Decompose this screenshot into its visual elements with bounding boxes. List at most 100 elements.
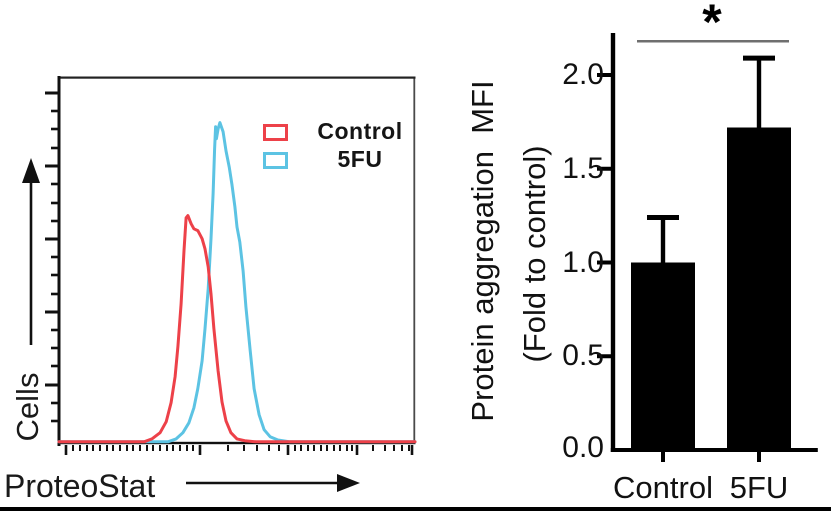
flow-y-major-tick	[45, 164, 58, 168]
bar-ytick-2.0: 2.0	[562, 58, 604, 91]
flow-x-minor-tick	[159, 445, 161, 451]
flow-x-minor-tick	[112, 445, 114, 451]
flow-x-major-tick	[355, 445, 359, 455]
flow-x-minor-tick	[172, 445, 174, 451]
flow-x-minor-tick	[333, 445, 335, 451]
bar-ytick-0.5: 0.5	[562, 339, 604, 372]
flow-y-minor-tick	[51, 201, 58, 205]
cells-axis-arrow-icon	[22, 158, 40, 183]
flow-x-minor-tick	[268, 445, 270, 451]
bar-x-tick	[757, 452, 761, 462]
flow-x-minor-tick	[401, 445, 403, 451]
flow-legend-label-5fu: 5FU	[337, 146, 383, 172]
flow-y-minor-tick	[51, 219, 58, 223]
flow-x-minor-tick	[326, 445, 328, 451]
bar-5fu	[727, 127, 791, 450]
bar-y-axis-spine	[610, 33, 616, 452]
flow-x-minor-tick	[372, 445, 374, 451]
flow-x-minor-tick	[119, 445, 121, 451]
flow-x-major-tick	[198, 445, 202, 455]
error-bar-stem	[756, 58, 762, 131]
flow-x-minor-tick	[256, 445, 258, 451]
flow-y-minor-tick	[51, 255, 58, 259]
flow-x-minor-tick	[72, 445, 74, 451]
flow-x-minor-tick	[313, 445, 315, 451]
flow-x-minor-tick	[186, 445, 188, 451]
proteostat-axis-arrow-icon	[337, 474, 360, 492]
flow-y-minor-tick	[51, 146, 58, 150]
error-bar-cap	[647, 215, 679, 220]
flow-x-minor-tick	[132, 445, 134, 451]
bar-y-axis-label-line1: Protein aggregation MFI	[465, 80, 500, 422]
flow-x-minor-tick	[227, 445, 229, 451]
flow-x-minor-tick	[166, 445, 168, 451]
flow-x-minor-tick	[278, 445, 280, 451]
flow-x-minor-tick	[307, 445, 309, 451]
flow-y-minor-tick	[51, 292, 58, 296]
bar-y-tick	[597, 354, 611, 359]
flow-y-minor-tick	[51, 346, 58, 350]
bar-ytick-1.0: 1.0	[562, 246, 604, 279]
flow-x-minor-tick	[99, 445, 101, 451]
flow-x-minor-tick	[126, 445, 128, 451]
flow-legend-item-control: Control	[261, 118, 421, 146]
flow-x-minor-tick	[294, 445, 296, 451]
flow-x-minor-tick	[300, 445, 302, 451]
flow-x-minor-tick	[339, 445, 341, 451]
bar-category-label-control: Control	[613, 470, 713, 505]
flow-x-major-tick	[286, 445, 290, 455]
flow-x-axis-spine	[57, 441, 416, 445]
control-color-swatch-icon	[263, 124, 288, 141]
flow-y-axis-spine	[57, 76, 61, 446]
flow-y-minor-tick	[51, 109, 58, 113]
flow-y-major-tick	[45, 310, 58, 314]
flow-x-minor-tick	[384, 445, 386, 451]
flow-y-major-tick	[45, 383, 58, 387]
flow-x-minor-tick	[320, 445, 322, 451]
flow-y-minor-tick	[51, 364, 58, 368]
flow-y-major-tick	[45, 237, 58, 241]
flow-plot-top-border	[57, 76, 416, 79]
bar-x-axis-spine	[610, 448, 818, 452]
flow-curve-control	[57, 214, 417, 444]
flow-y-minor-tick	[51, 273, 58, 277]
flow-x-minor-tick	[346, 445, 348, 451]
flow-x-minor-tick	[393, 445, 395, 451]
flow-x-minor-tick	[408, 445, 410, 451]
bar-y-tick	[597, 73, 611, 77]
flow-legend-label-control: Control	[317, 118, 403, 144]
flow-y-major-tick	[45, 91, 58, 95]
flow-x-minor-tick	[152, 445, 154, 451]
flow-x-minor-tick	[92, 445, 94, 451]
bar-y-axis-label-line2: (Fold to control)	[517, 145, 552, 363]
significance-line	[637, 40, 789, 43]
bar-category-label-5fu: 5FU	[729, 470, 789, 505]
bar-x-tick	[661, 452, 665, 462]
5fu-color-swatch-icon	[263, 152, 288, 169]
flow-x-minor-tick	[179, 445, 181, 451]
flow-x-minor-tick	[146, 445, 148, 451]
bar-y-tick	[597, 260, 611, 265]
flow-x-axis-label: ProteoStat	[4, 468, 156, 504]
flow-y-minor-tick	[51, 419, 58, 423]
flow-y-minor-tick	[51, 401, 58, 405]
flow-y-minor-tick	[51, 127, 58, 131]
bar-ytick-1.5: 1.5	[562, 152, 604, 185]
error-bar-cap	[743, 55, 775, 61]
flow-plot-right-border	[413, 77, 416, 443]
figure-bottom-border	[0, 507, 831, 511]
error-bar-stem	[660, 217, 666, 266]
flow-x-minor-tick	[139, 445, 141, 451]
flow-x-minor-tick	[192, 445, 194, 451]
bar-y-tick	[597, 166, 611, 171]
flow-x-minor-tick	[351, 445, 353, 451]
flow-x-minor-tick	[79, 445, 81, 451]
flow-x-minor-tick	[243, 445, 245, 451]
flow-y-minor-tick	[51, 328, 58, 332]
flow-x-major-tick	[410, 445, 414, 455]
bar-control	[631, 262, 695, 450]
flow-y-minor-tick	[51, 182, 58, 186]
flow-x-minor-tick	[86, 445, 88, 451]
